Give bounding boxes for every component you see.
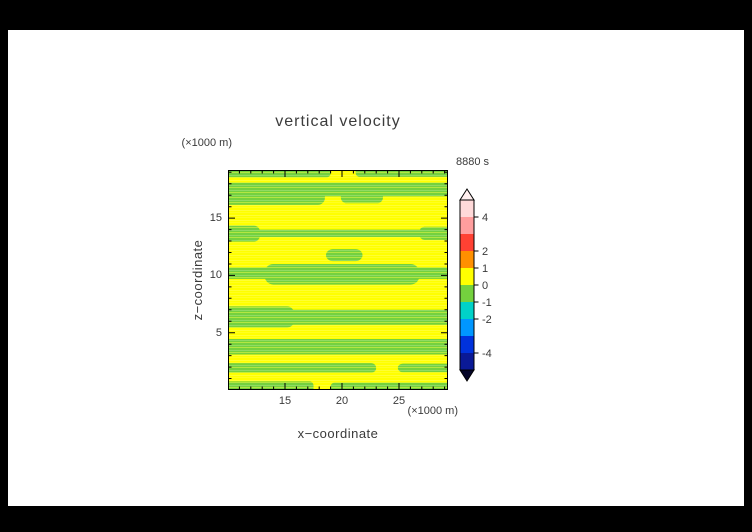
axis-ticks: [228, 170, 448, 390]
x-tick-label: 15: [278, 395, 292, 407]
z-axis-title: z−coordinate: [190, 239, 205, 321]
colorbar-labels: 4 2 1 0 -1 -2 -4: [482, 212, 492, 360]
x-axis-unit-label: (×1000 m): [407, 405, 458, 417]
svg-text:-4: -4: [482, 348, 492, 360]
chart-title: vertical velocity: [275, 113, 401, 130]
colorbar-under-arrow: [459, 369, 475, 382]
colorbar-segments: [460, 200, 474, 370]
svg-text:-2: -2: [482, 314, 492, 326]
colorbar-ticks: [474, 216, 479, 354]
x-axis-title: x−coordinate: [297, 426, 379, 441]
time-label: 8880 s: [456, 156, 490, 168]
plot-frame: [228, 170, 448, 390]
hatch-overlay: [228, 170, 448, 390]
z-tick-label: 15: [209, 212, 222, 225]
x-tick-label: 20: [335, 395, 349, 407]
contour-plot: [228, 170, 448, 390]
colorbar-over-arrow: [459, 188, 475, 201]
x-tick-label: 25: [392, 395, 406, 407]
colorbar: 4 2 1 0 -1 -2 -4: [459, 188, 492, 382]
z-tick-label: 5: [215, 326, 222, 339]
z-axis-unit-label: (×1000 m): [181, 137, 232, 149]
svg-text:2: 2: [482, 246, 488, 258]
svg-text:-1: -1: [482, 297, 492, 309]
svg-text:4: 4: [482, 212, 488, 224]
svg-text:1: 1: [482, 263, 488, 275]
svg-text:0: 0: [482, 280, 488, 292]
z-tick-label: 10: [209, 269, 222, 282]
